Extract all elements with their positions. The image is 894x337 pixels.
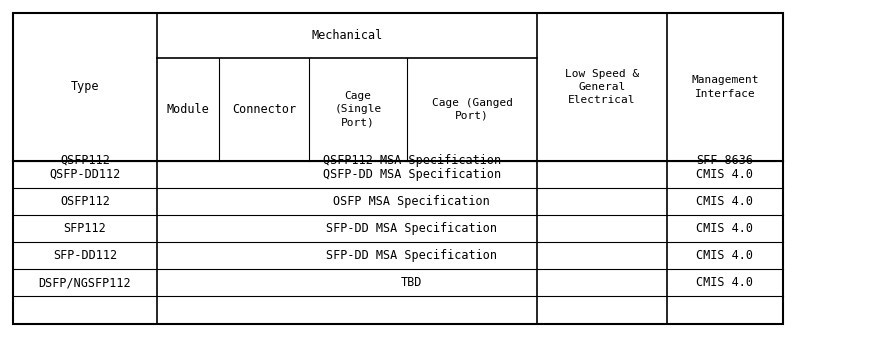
Text: QSFP112 MSA Specification: QSFP112 MSA Specification — [322, 154, 501, 167]
Text: SFP-DD112: SFP-DD112 — [53, 249, 117, 262]
Text: QSFP-DD MSA Specification: QSFP-DD MSA Specification — [322, 167, 501, 181]
Text: QSFP112: QSFP112 — [60, 154, 110, 167]
Text: DSFP/NGSFP112: DSFP/NGSFP112 — [38, 276, 131, 289]
Text: CMIS 4.0: CMIS 4.0 — [696, 167, 753, 181]
Text: QSFP-DD112: QSFP-DD112 — [49, 167, 121, 181]
Text: SFP-DD MSA Specification: SFP-DD MSA Specification — [325, 249, 497, 262]
Text: OSFP MSA Specification: OSFP MSA Specification — [333, 195, 490, 208]
Text: Low Speed &
General
Electrical: Low Speed & General Electrical — [564, 69, 638, 105]
Text: Connector: Connector — [232, 103, 296, 116]
Text: SFP-DD MSA Specification: SFP-DD MSA Specification — [325, 222, 497, 235]
Text: TBD: TBD — [401, 276, 422, 289]
Text: Cage (Ganged
Port): Cage (Ganged Port) — [431, 98, 512, 121]
Text: CMIS 4.0: CMIS 4.0 — [696, 249, 753, 262]
Text: OSFP112: OSFP112 — [60, 195, 110, 208]
Text: Module: Module — [166, 103, 209, 116]
Text: Mechanical: Mechanical — [311, 29, 382, 42]
Bar — [13, 13, 782, 324]
Text: CMIS 4.0: CMIS 4.0 — [696, 195, 753, 208]
Text: SFP112: SFP112 — [63, 222, 106, 235]
Text: CMIS 4.0: CMIS 4.0 — [696, 222, 753, 235]
Text: Management
Interface: Management Interface — [690, 75, 758, 99]
Text: Type: Type — [71, 81, 99, 93]
Text: SFF-8636: SFF-8636 — [696, 154, 753, 167]
Text: Cage
(Single
Port): Cage (Single Port) — [334, 91, 381, 128]
Text: CMIS 4.0: CMIS 4.0 — [696, 276, 753, 289]
